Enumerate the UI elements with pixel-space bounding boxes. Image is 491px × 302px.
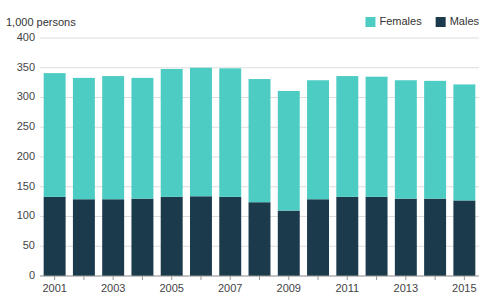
bar	[102, 76, 124, 199]
legend-swatch	[436, 17, 446, 27]
x-tick-label: 2013	[394, 282, 418, 294]
chart: 0 50 100 150 200 250 300 350 400 2001 2003 2005 2007…	[0, 0, 491, 302]
legend-item: Females	[365, 15, 422, 27]
x-tick-label: 2011	[335, 282, 359, 294]
bar	[44, 73, 66, 197]
y-tick-label: 0	[29, 269, 35, 281]
legend-swatch	[365, 17, 375, 27]
bar	[366, 77, 388, 197]
bar	[219, 68, 241, 197]
y-tick-label: 350	[17, 61, 35, 73]
y-tick-label: 250	[17, 120, 35, 132]
bar	[161, 69, 183, 197]
y-tick-label: 400	[17, 31, 35, 43]
bar	[102, 199, 124, 276]
x-tick	[376, 276, 377, 280]
x-tick-label: 2007	[218, 282, 242, 294]
bar	[395, 199, 417, 276]
y-tick-label: 150	[17, 180, 35, 192]
x-tick-label: 2015	[452, 282, 476, 294]
bar	[424, 199, 446, 276]
bar	[366, 197, 388, 276]
bar	[453, 84, 475, 200]
bar	[424, 81, 446, 199]
y-tick-label: 200	[17, 150, 35, 162]
bar	[161, 197, 183, 276]
y-tick-label: 50	[23, 239, 35, 251]
bar	[131, 78, 153, 199]
bar	[73, 78, 95, 199]
bar	[131, 199, 153, 276]
legend-label: Females	[379, 15, 422, 27]
x-tick	[230, 276, 231, 280]
x-tick	[347, 276, 348, 280]
y-tick-label: 300	[17, 90, 35, 102]
x-tick-label: 2003	[101, 282, 125, 294]
bar	[219, 197, 241, 276]
bar	[395, 80, 417, 198]
bar	[44, 197, 66, 276]
legend-item: Males	[436, 15, 480, 27]
bar	[336, 76, 358, 197]
x-tick-label: 2001	[42, 282, 66, 294]
x-tick	[435, 276, 436, 280]
x-tick	[464, 276, 465, 280]
x-tick	[318, 276, 319, 280]
x-tick	[288, 276, 289, 280]
bar	[73, 199, 95, 276]
x-tick	[113, 276, 114, 280]
legend: Females Males	[365, 15, 479, 27]
bar	[307, 199, 329, 276]
bar	[307, 80, 329, 199]
bar	[190, 68, 212, 197]
bar	[336, 197, 358, 276]
x-tick-label: 2009	[277, 282, 301, 294]
grid-line	[40, 38, 479, 39]
y-tick-label: 100	[17, 209, 35, 221]
bar	[249, 202, 271, 276]
bar	[249, 79, 271, 202]
x-tick	[200, 276, 201, 280]
x-tick-label: 2005	[159, 282, 183, 294]
bars	[44, 68, 476, 276]
x-tick	[83, 276, 84, 280]
x-tick	[171, 276, 172, 280]
x-tick	[142, 276, 143, 280]
bar	[453, 200, 475, 276]
bar	[190, 196, 212, 276]
x-tick	[405, 276, 406, 280]
bar	[278, 91, 300, 211]
x-tick	[259, 276, 260, 280]
bar	[278, 211, 300, 276]
x-tick	[54, 276, 55, 280]
legend-label: Males	[450, 15, 480, 27]
grid-line	[40, 67, 479, 68]
grid	[40, 38, 479, 276]
chart-container: 0 50 100 150 200 250 300 350 400 2001 2003 2005 2007…	[0, 0, 491, 302]
y-axis-label: 1,000 persons	[6, 16, 76, 28]
